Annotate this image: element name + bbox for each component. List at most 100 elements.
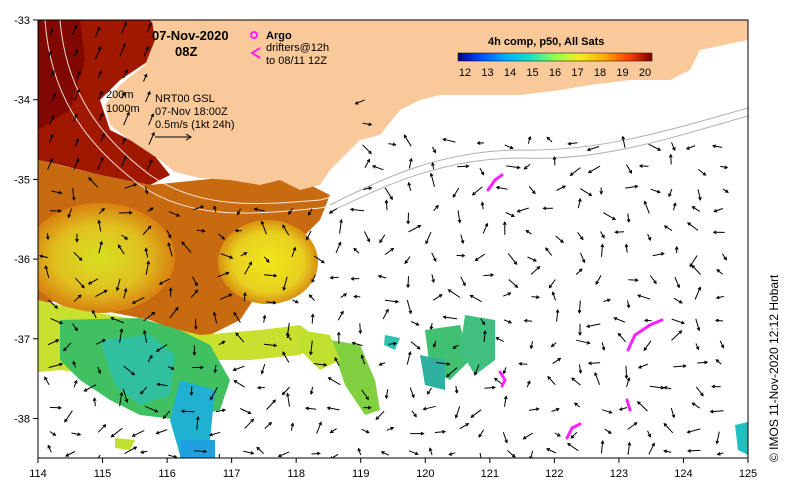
current-vector-head (715, 440, 720, 445)
current-vector-head (691, 402, 696, 407)
current-vector (309, 294, 315, 301)
current-vector-head (50, 133, 54, 138)
current-vector-head (709, 409, 714, 414)
current-vector-head (358, 330, 363, 335)
current-vector (330, 276, 339, 279)
current-vector-head (337, 241, 342, 246)
current-vector-head (511, 453, 516, 458)
current-vector-head (656, 189, 661, 194)
current-vector (594, 372, 601, 385)
current-vector-head (290, 422, 295, 427)
current-vector-head (189, 392, 194, 397)
current-vector (695, 343, 699, 350)
current-vector-head (282, 224, 286, 229)
current-vector-head (131, 300, 136, 304)
credit-label: © IMOS 11-Nov-2020 12:12 Hobart (767, 274, 781, 462)
current-vector-head (243, 252, 248, 256)
current-vector (124, 446, 137, 455)
current-vector (627, 300, 630, 308)
current-vector (142, 225, 152, 235)
current-vector-head (624, 375, 629, 380)
current-vector-head (147, 225, 152, 230)
current-vector (411, 410, 417, 417)
current-vector-head (636, 401, 641, 405)
lat-tick-label: -35 (14, 174, 30, 186)
current-vector-head (687, 222, 691, 226)
current-vector-head (326, 406, 331, 411)
current-vector-head (213, 205, 217, 210)
current-vector-head (77, 294, 82, 299)
current-vector (278, 451, 290, 457)
current-vector (637, 401, 648, 412)
current-vector (263, 315, 266, 323)
current-vector-head (532, 258, 537, 262)
drifter-track (565, 422, 582, 440)
current-vector-head (660, 252, 665, 256)
current-vector-head (588, 192, 593, 196)
current-vector (626, 377, 630, 388)
current-vector (121, 156, 127, 168)
colorbar-tick-label: 13 (481, 67, 493, 79)
current-vector-head (578, 268, 583, 273)
current-vector-head (248, 261, 253, 266)
current-vector (495, 337, 505, 343)
current-vector (282, 386, 290, 395)
current-vector-head (99, 90, 103, 95)
current-vector-head (119, 328, 124, 333)
current-vector (588, 165, 601, 174)
current-vector-head (581, 259, 586, 264)
lat-tick-label: -34 (14, 95, 30, 107)
current-vector (586, 323, 601, 328)
current-vector-head (149, 354, 153, 359)
current-vector (51, 93, 56, 101)
current-vector (479, 452, 482, 458)
current-vector (340, 293, 347, 298)
current-vector-head (407, 181, 411, 186)
current-vector-head (384, 199, 389, 204)
argo-label: Argo (266, 30, 292, 42)
current-vector-head (162, 415, 167, 420)
current-vector-head (123, 155, 127, 160)
current-vector (148, 113, 154, 126)
current-vector-head (74, 327, 78, 332)
current-vector (673, 365, 686, 368)
current-vector-head (523, 166, 528, 170)
current-vector (235, 332, 245, 343)
current-vector (44, 376, 50, 386)
current-vector-head (260, 370, 265, 375)
current-vector (210, 387, 218, 400)
current-vector (523, 432, 534, 440)
current-vector-head (607, 430, 612, 434)
current-vector (334, 357, 340, 367)
current-vector-head (115, 287, 120, 292)
current-vector (697, 189, 701, 201)
current-vector-head (213, 369, 218, 374)
current-vector (209, 431, 221, 436)
current-vector-head (154, 409, 159, 413)
current-vector-head (366, 158, 370, 163)
current-vector (335, 242, 342, 254)
current-vector (288, 208, 294, 215)
current-vector (530, 341, 533, 349)
current-vector-head (180, 409, 185, 414)
current-vector (637, 294, 651, 300)
current-vector (568, 142, 578, 145)
current-vector (218, 233, 225, 240)
current-vector (647, 233, 651, 241)
drifter-track (498, 370, 507, 388)
current-vector (282, 225, 290, 236)
lon-tick-label: 123 (610, 468, 628, 480)
current-vector-head (101, 339, 106, 343)
current-vector (688, 449, 701, 452)
current-vector (97, 424, 106, 433)
current-vector (264, 274, 277, 277)
current-vector-head (38, 254, 44, 259)
current-vector-head (478, 433, 482, 438)
current-vector-head (133, 183, 138, 187)
current-vector-head (327, 377, 332, 381)
current-vector-head (110, 433, 115, 438)
current-vector (452, 187, 460, 198)
current-vector-head (340, 310, 344, 315)
current-vector (48, 363, 63, 369)
current-vector (266, 301, 276, 304)
